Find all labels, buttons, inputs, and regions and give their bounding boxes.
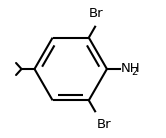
Text: 2: 2 (131, 67, 138, 77)
Text: NH: NH (121, 62, 141, 75)
Text: Br: Br (88, 7, 103, 20)
Text: Br: Br (97, 118, 112, 131)
